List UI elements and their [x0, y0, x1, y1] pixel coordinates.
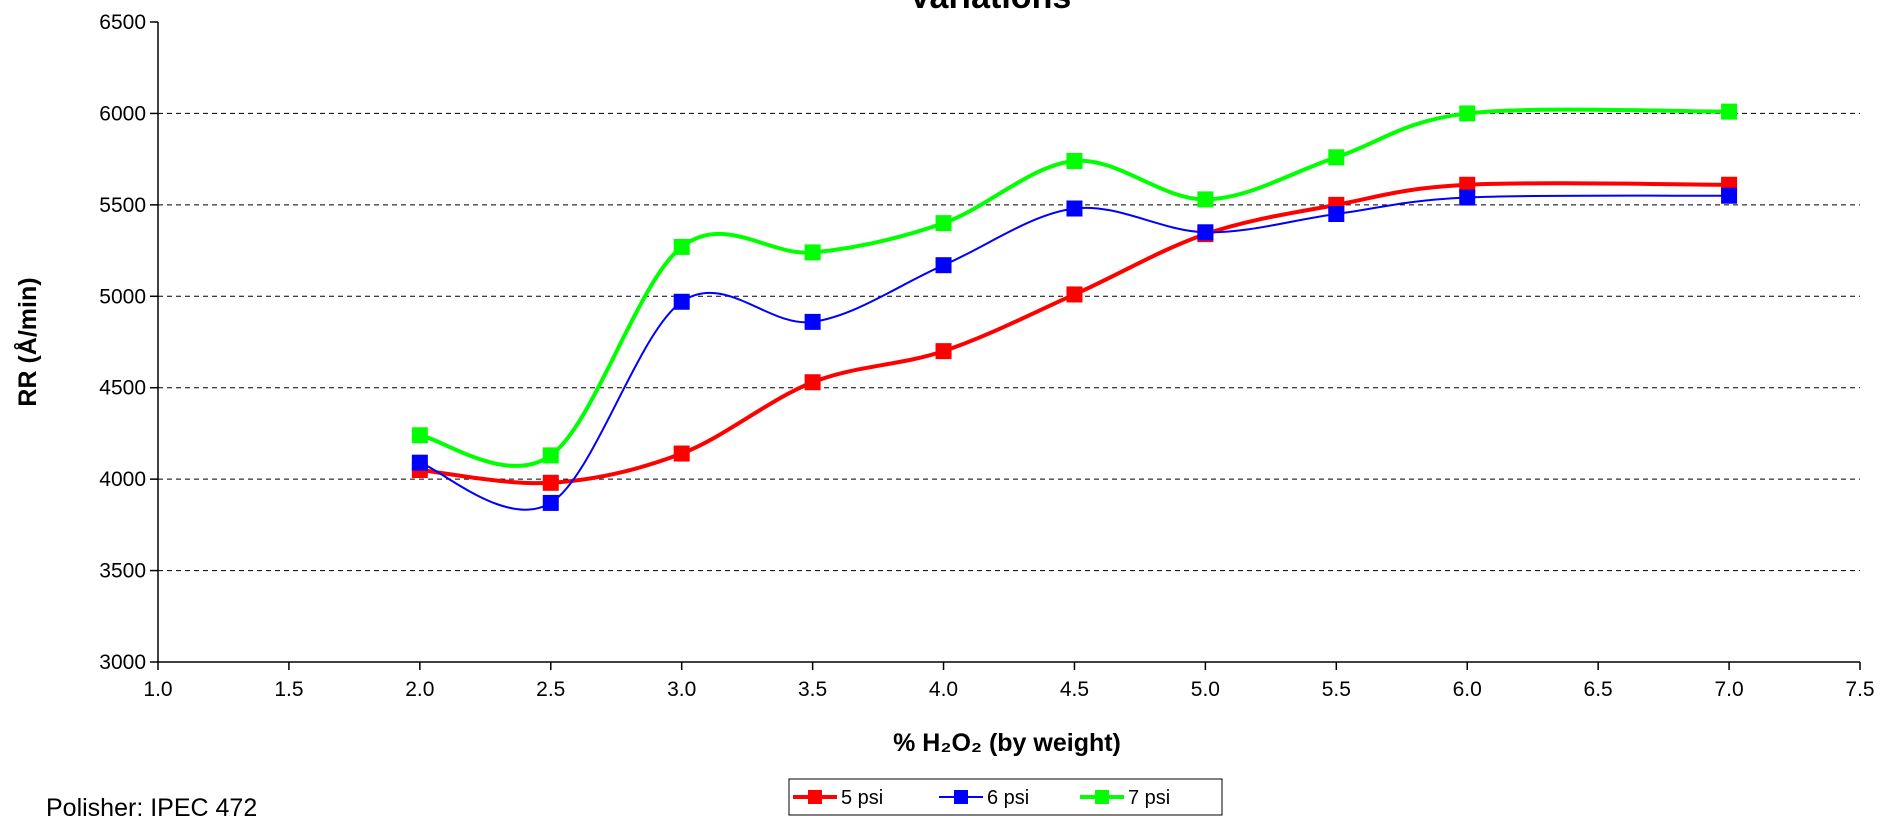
- data-point-6-psi: [1328, 206, 1345, 222]
- data-point-6-psi: [411, 454, 428, 471]
- data-point-6-psi: [935, 257, 952, 274]
- x-tick-label: 1.5: [274, 678, 303, 701]
- data-point-6-psi: [673, 293, 690, 310]
- data-point-6-psi: [1721, 187, 1738, 204]
- y-tick-label: 4500: [99, 377, 146, 400]
- series-lines: [419, 107, 1730, 511]
- x-tick-label: 1.0: [143, 678, 172, 701]
- legend-label: 7 psi: [1128, 787, 1170, 809]
- series-line-7-psi: [419, 107, 1730, 468]
- data-point-7-psi: [935, 215, 952, 232]
- x-tick-label: 4.5: [1060, 678, 1089, 701]
- data-point-5-psi: [542, 474, 559, 491]
- x-tick-label: 6.0: [1453, 678, 1482, 701]
- y-tick-label: 5000: [99, 285, 146, 308]
- legend: 5 psi 6 psi 7 psi: [788, 778, 1223, 816]
- y-axis-title: RR (Å/min): [13, 277, 42, 406]
- data-point-7-psi: [1066, 152, 1083, 169]
- data-point-7-psi: [1197, 191, 1214, 208]
- data-point-5-psi: [1066, 286, 1083, 303]
- series-markers: [411, 103, 1738, 511]
- x-tick-label: 5.0: [1191, 678, 1220, 701]
- y-tick-label: 3000: [99, 651, 146, 674]
- x-tick-label: 3.5: [798, 678, 827, 701]
- x-axis-title: % H₂O₂ (by weight): [893, 729, 1121, 757]
- axis-ticks: 3000 3500 4000 4500 5000 5500 6000 6500 1.0 1.5 2.…: [99, 11, 1874, 701]
- data-point-6-psi: [1066, 200, 1083, 217]
- series-line-5-psi: [419, 181, 1730, 486]
- x-tick-label: 6.5: [1584, 678, 1613, 701]
- legend-marker: [808, 790, 822, 804]
- data-point-6-psi: [542, 494, 559, 511]
- polisher-note: Polisher: IPEC 472: [46, 794, 257, 816]
- data-point-7-psi: [542, 447, 559, 464]
- data-point-7-psi: [411, 427, 428, 444]
- x-tick-label: 2.0: [405, 678, 434, 701]
- chart-title: Variations: [909, 0, 1072, 16]
- data-point-6-psi: [1197, 224, 1214, 241]
- data-point-5-psi: [1459, 176, 1476, 193]
- grid-lines: [158, 112, 1860, 572]
- data-point-6-psi: [1459, 189, 1476, 206]
- y-tick-label: 4000: [99, 468, 146, 491]
- data-point-7-psi: [1328, 149, 1345, 166]
- y-tick-label: 5500: [99, 194, 146, 217]
- data-point-7-psi: [1459, 105, 1476, 122]
- x-tick-label: 5.5: [1322, 678, 1351, 701]
- y-tick-label: 6500: [99, 11, 146, 34]
- x-tick-label: 7.0: [1714, 678, 1743, 701]
- data-point-6-psi: [804, 313, 821, 330]
- legend-box: [788, 778, 1223, 816]
- data-point-7-psi: [673, 238, 690, 255]
- y-tick-label: 6000: [99, 102, 146, 125]
- data-point-5-psi: [935, 343, 952, 360]
- x-tick-label: 7.5: [1845, 678, 1874, 701]
- data-point-5-psi: [673, 445, 690, 462]
- x-tick-label: 2.5: [536, 678, 565, 701]
- legend-label: 5 psi: [841, 787, 883, 809]
- data-point-5-psi: [804, 374, 821, 391]
- y-tick-label: 3500: [99, 560, 146, 583]
- legend-marker: [954, 790, 968, 804]
- series-line-6-psi: [419, 194, 1730, 511]
- legend-marker: [1095, 790, 1109, 804]
- x-tick-label: 3.0: [667, 678, 696, 701]
- x-tick-label: 4.0: [929, 678, 958, 701]
- data-point-7-psi: [804, 244, 821, 261]
- data-point-7-psi: [1721, 103, 1738, 120]
- legend-label: 6 psi: [987, 787, 1029, 809]
